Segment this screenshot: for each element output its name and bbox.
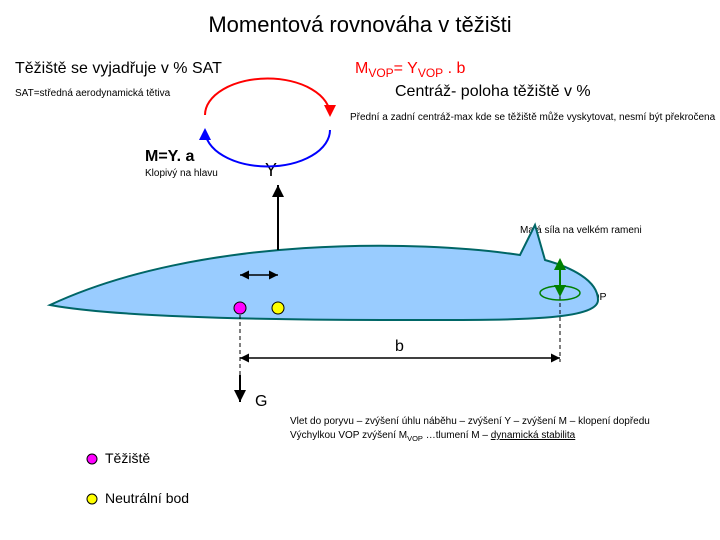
arc-blue bbox=[205, 130, 330, 166]
arc-red bbox=[205, 79, 330, 115]
legend-np-dot bbox=[87, 494, 97, 504]
diagram-svg bbox=[0, 0, 720, 540]
legend-cg-dot bbox=[87, 454, 97, 464]
cg-dot bbox=[234, 302, 246, 314]
np-dot bbox=[272, 302, 284, 314]
wing-shape bbox=[50, 225, 598, 320]
